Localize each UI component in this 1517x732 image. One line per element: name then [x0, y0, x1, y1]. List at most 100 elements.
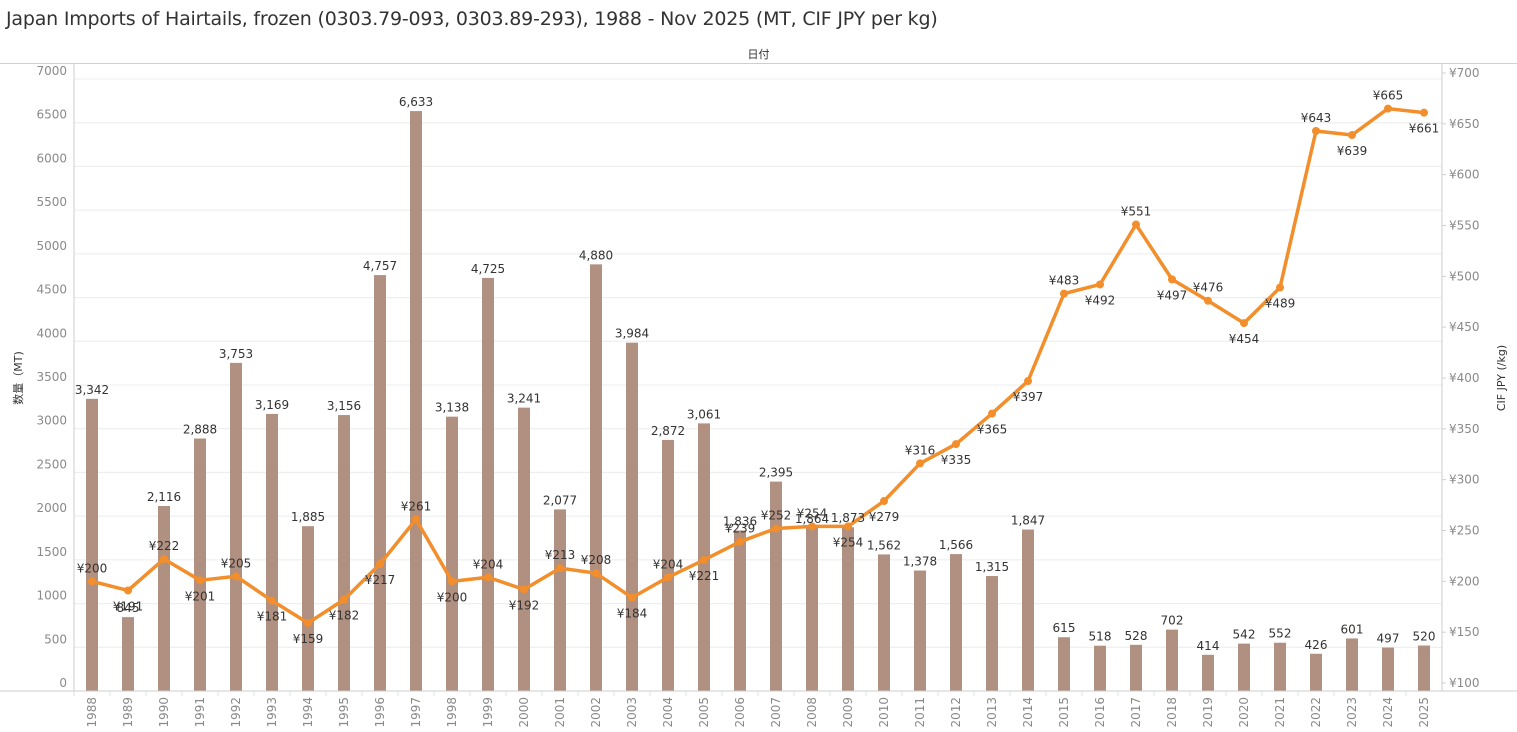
bar [302, 526, 314, 691]
bar-value-label: 1,836 [723, 514, 757, 528]
y-right-tick-label: ¥350 [1449, 422, 1480, 436]
price-value-label: ¥239 [725, 522, 756, 536]
price-point [448, 577, 456, 586]
x-tick-label: 2016 [1093, 697, 1107, 728]
y-left-tick-label: 2000 [36, 501, 67, 515]
price-line-layer [88, 104, 1428, 628]
price-value-label: ¥200 [437, 590, 468, 604]
price-point [304, 619, 312, 628]
x-tick-label: 2006 [733, 697, 747, 728]
x-tick-label: 1989 [121, 697, 135, 728]
bar-value-label: 3,156 [327, 399, 361, 413]
price-value-label: ¥204 [653, 557, 684, 571]
price-point [880, 497, 888, 506]
bar [1094, 645, 1106, 691]
x-tick-label: 2001 [553, 697, 567, 728]
price-point [916, 459, 924, 468]
x-tick-label: 2003 [625, 697, 639, 728]
data-labels: 3,342 845 2,116 2,888 3,753 3,169 1,885 3,156 4,… [75, 89, 1439, 653]
x-axis-header: 日付 [747, 48, 770, 61]
price-value-label: ¥397 [1013, 390, 1044, 404]
axes: 0 500 1000 1500 2000 2500 3000 3500 4000 4500 5000… [0, 64, 1517, 728]
bar-value-label: 552 [1269, 627, 1292, 641]
price-value-label: ¥221 [689, 569, 720, 583]
price-value-label: ¥643 [1301, 111, 1332, 125]
bar-value-label: 1,847 [1011, 514, 1045, 528]
price-value-label: ¥192 [509, 598, 540, 612]
bar-value-label: 1,378 [903, 555, 937, 569]
bar [230, 362, 242, 691]
x-tick-label: 1999 [481, 697, 495, 728]
price-value-label: ¥497 [1157, 288, 1188, 302]
bar [734, 530, 746, 691]
bar-value-label: 6,633 [399, 95, 433, 109]
x-tick-label: 1988 [85, 697, 99, 728]
bar [554, 509, 566, 691]
price-point [160, 554, 168, 563]
y-left-tick-label: 5500 [36, 195, 67, 209]
price-value-label: ¥476 [1193, 281, 1224, 295]
y-left-tick-label: 1500 [36, 545, 67, 559]
bar [1310, 653, 1322, 691]
bar-value-label: 1,864 [795, 512, 829, 526]
x-tick-label: 2018 [1165, 697, 1179, 728]
y-axis-left-title: 数量（MT) [12, 351, 25, 405]
bar-value-label: 2,888 [183, 423, 217, 437]
bar [914, 570, 926, 691]
x-tick-label: 2004 [661, 697, 675, 728]
y-right-tick-label: ¥150 [1449, 625, 1480, 639]
bar-value-label: 3,753 [219, 347, 253, 361]
bar [1022, 529, 1034, 691]
x-tick-label: 2010 [877, 697, 891, 728]
bar [446, 416, 458, 691]
price-value-label: ¥365 [977, 423, 1008, 437]
x-tick-label: 2024 [1381, 697, 1395, 728]
bar [1418, 645, 1430, 691]
y-left-tick-label: 4500 [36, 283, 67, 297]
y-left-tick-label: 2500 [36, 457, 67, 471]
price-value-label: ¥254 [833, 535, 864, 549]
price-value-label: ¥661 [1409, 122, 1440, 136]
price-point [1384, 104, 1392, 113]
price-value-label: ¥454 [1229, 332, 1260, 346]
price-point [1168, 275, 1176, 284]
bar-value-label: 3,241 [507, 392, 541, 406]
bar-value-label: 4,725 [471, 262, 505, 276]
price-value-label: ¥279 [869, 510, 900, 524]
price-value-label: ¥665 [1373, 89, 1404, 103]
price-point [1096, 280, 1104, 289]
x-tick-label: 2012 [949, 697, 963, 728]
y-right-tick-label: ¥200 [1449, 574, 1480, 588]
price-point [952, 440, 960, 449]
bar [662, 439, 674, 691]
price-point [484, 573, 492, 582]
x-tick-label: 2013 [985, 697, 999, 728]
y-left-tick-label: 5000 [36, 239, 67, 253]
bar [410, 111, 422, 691]
x-tick-label: 1998 [445, 697, 459, 728]
price-value-label: ¥489 [1265, 297, 1296, 311]
y-right-tick-label: ¥300 [1449, 473, 1480, 487]
price-point [664, 573, 672, 582]
bar-value-label: 2,872 [651, 424, 685, 438]
chart-title: Japan Imports of Hairtails, frozen (0303… [6, 8, 938, 30]
bar-value-label: 2,077 [543, 493, 577, 507]
price-point [1276, 283, 1284, 292]
price-value-label: ¥191 [113, 599, 144, 613]
bar-value-label: 1,873 [831, 511, 865, 525]
y-left-tick-label: 3500 [36, 370, 67, 384]
y-left-tick-label: 3000 [36, 414, 67, 428]
price-point [376, 560, 384, 569]
price-point [1204, 296, 1212, 305]
x-tick-label: 2023 [1345, 697, 1359, 728]
price-point [196, 576, 204, 585]
price-value-label: ¥184 [617, 607, 648, 621]
price-value-label: ¥483 [1049, 274, 1080, 288]
bar-value-label: 615 [1053, 621, 1076, 635]
price-point [808, 522, 816, 531]
bar [194, 438, 206, 691]
bar-value-label: 1,562 [867, 538, 901, 552]
x-tick-label: 2014 [1021, 697, 1035, 728]
price-point [124, 586, 132, 595]
